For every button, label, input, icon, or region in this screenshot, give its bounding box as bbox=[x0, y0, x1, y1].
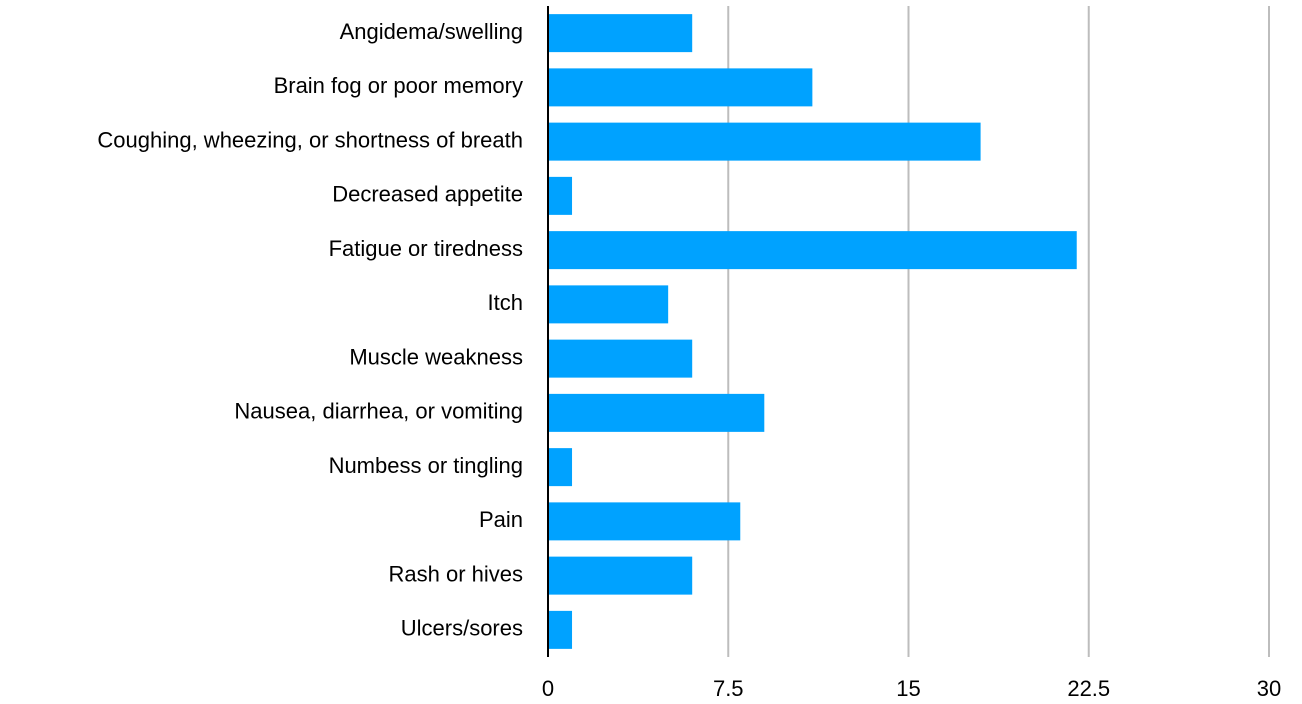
x-tick-label: 15 bbox=[896, 676, 920, 701]
bar bbox=[548, 448, 573, 487]
bar bbox=[548, 610, 573, 649]
bar bbox=[548, 122, 981, 161]
y-tick-label: Coughing, wheezing, or shortness of brea… bbox=[97, 127, 523, 152]
y-tick-label: Ulcers/sores bbox=[401, 616, 523, 641]
y-tick-label: Rash or hives bbox=[388, 561, 523, 586]
bar bbox=[548, 556, 693, 595]
x-tick-label: 30 bbox=[1257, 676, 1281, 701]
bar bbox=[548, 502, 741, 541]
bar bbox=[548, 176, 573, 215]
x-tick-label: 7.5 bbox=[713, 676, 744, 701]
bar bbox=[548, 14, 693, 53]
y-tick-label: Numbess or tingling bbox=[329, 453, 523, 478]
x-tick-label: 0 bbox=[542, 676, 554, 701]
bar bbox=[548, 393, 765, 432]
y-tick-label: Decreased appetite bbox=[332, 182, 523, 207]
y-tick-label: Muscle weakness bbox=[349, 344, 523, 369]
y-tick-label: Itch bbox=[488, 290, 523, 315]
bar bbox=[548, 68, 813, 107]
y-tick-label: Brain fog or poor memory bbox=[274, 73, 523, 98]
bar bbox=[548, 231, 1077, 270]
y-tick-label: Pain bbox=[479, 507, 523, 532]
y-tick-label: Nausea, diarrhea, or vomiting bbox=[234, 399, 523, 424]
y-tick-label: Fatigue or tiredness bbox=[329, 236, 523, 261]
bar bbox=[548, 339, 693, 378]
y-tick-label: Angidema/swelling bbox=[340, 19, 523, 44]
bar bbox=[548, 285, 669, 324]
x-tick-label: 22.5 bbox=[1067, 676, 1110, 701]
